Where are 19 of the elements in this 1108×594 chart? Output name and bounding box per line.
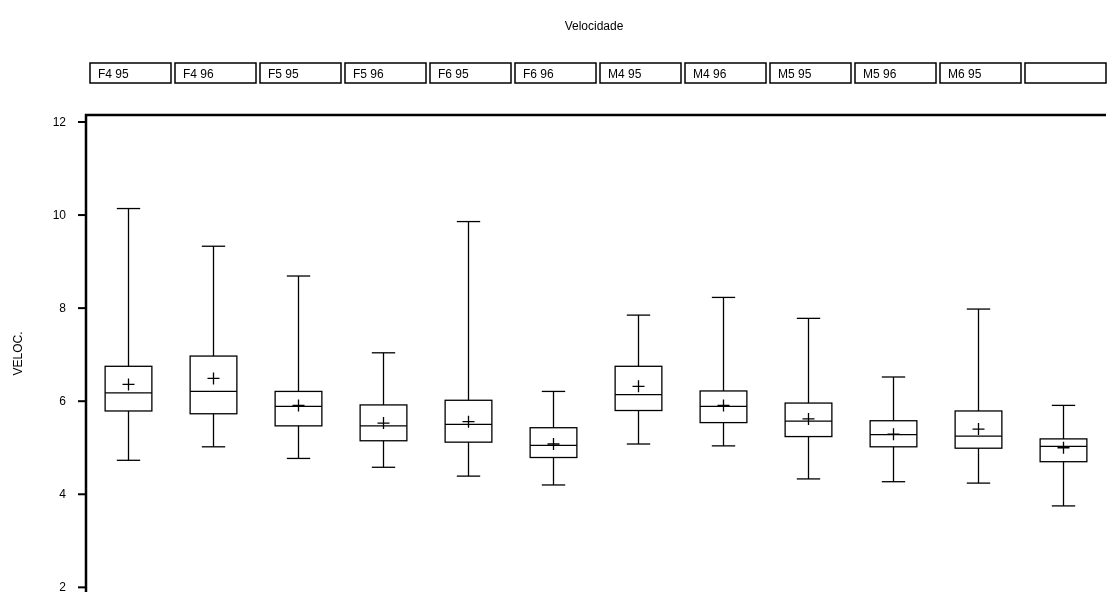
x-tick-label: M6 95 [948, 67, 982, 81]
x-tick-label: F4 95 [98, 67, 130, 81]
x-tick-label: M4 95 [608, 67, 642, 81]
y-tick-label: 12 [52, 114, 67, 129]
y-tick-label: 10 [52, 208, 67, 223]
y-tick-label: 4 [59, 487, 67, 502]
y-tick-label: 2 [59, 580, 67, 594]
x-tick-label: F6 96 [523, 67, 555, 81]
x-tick-label: F5 96 [353, 67, 385, 81]
x-tick-label: F6 95 [438, 67, 470, 81]
x-tick-label: F5 95 [268, 67, 300, 81]
chart-title: Velocidade [564, 19, 624, 33]
x-tick-label: M4 96 [693, 67, 727, 81]
x-tick-label: M5 95 [778, 67, 812, 81]
y-tick-label: 8 [59, 301, 67, 316]
x-tick-label: F4 96 [183, 67, 215, 81]
y-tick-label: 6 [59, 394, 67, 409]
x-tick-label: M5 96 [863, 67, 897, 81]
y-axis-title: VELOC. [11, 331, 25, 376]
